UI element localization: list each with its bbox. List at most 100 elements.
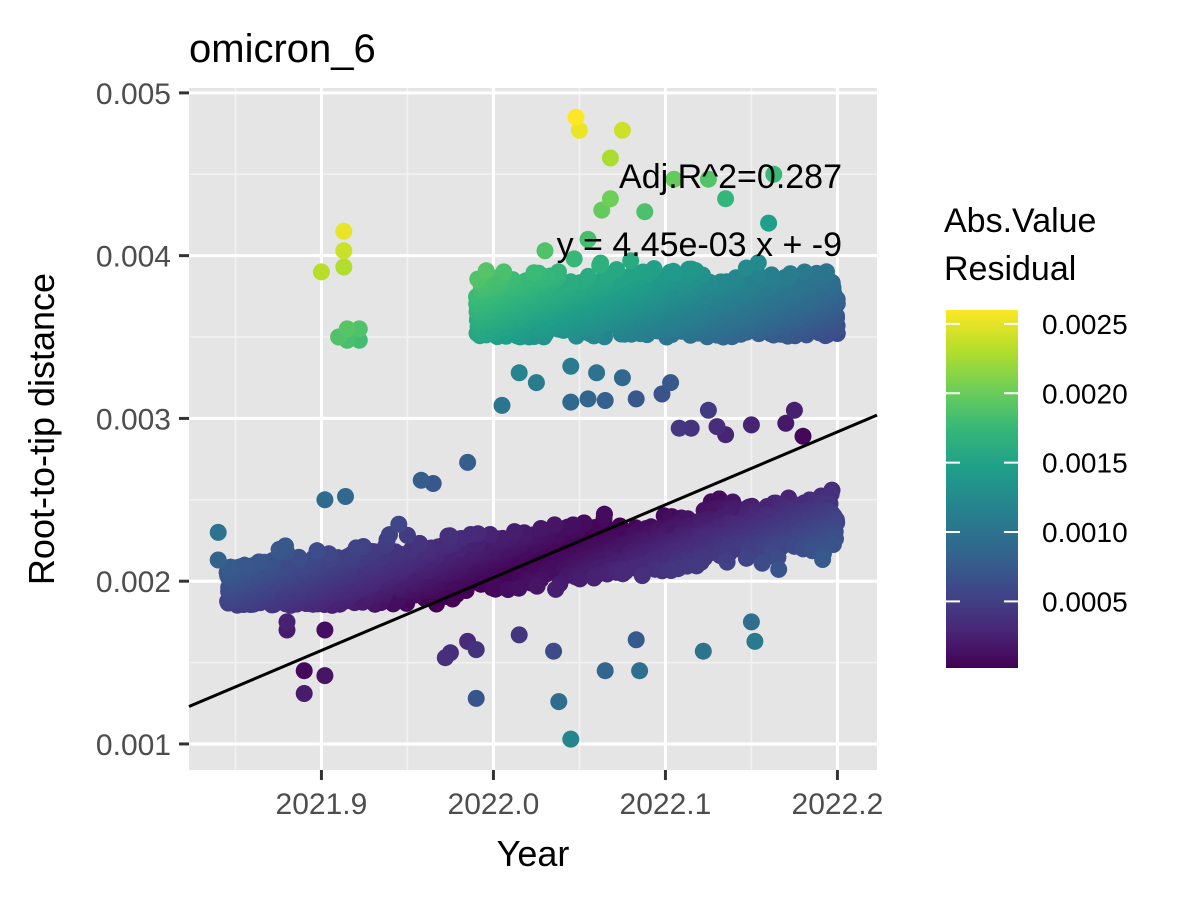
data-point — [562, 357, 580, 375]
data-point — [308, 542, 326, 560]
data-point — [636, 203, 654, 221]
data-point — [708, 418, 726, 436]
data-point — [750, 266, 768, 284]
data-point — [694, 642, 712, 660]
data-point — [565, 250, 583, 268]
data-point — [335, 258, 353, 276]
data-point — [571, 570, 589, 588]
data-point — [493, 396, 511, 414]
data-point — [510, 579, 528, 597]
data-point — [558, 518, 576, 536]
y-tick-label: 0.002 — [96, 566, 171, 599]
data-point — [699, 401, 717, 419]
data-point — [760, 214, 778, 232]
y-tick-label: 0.005 — [96, 78, 171, 111]
data-point — [794, 427, 812, 445]
data-point — [528, 577, 546, 595]
y-tick-label: 0.003 — [96, 403, 171, 436]
data-point — [481, 526, 499, 543]
data-point — [562, 393, 580, 411]
data-point — [486, 580, 504, 598]
data-point — [627, 631, 645, 649]
data-point — [688, 557, 706, 575]
data-point — [595, 505, 613, 523]
data-point — [661, 263, 679, 281]
data-point — [614, 565, 632, 583]
data-point — [753, 554, 771, 572]
x-axis-label: Year — [497, 833, 570, 874]
data-point — [312, 263, 330, 281]
data-point — [209, 523, 227, 541]
data-point — [295, 662, 313, 680]
regression-line — [188, 413, 878, 708]
x-axis: 2021.9 2022.0 2022.1 2022.2 — [276, 770, 884, 821]
data-point — [682, 419, 700, 437]
data-point — [510, 626, 528, 644]
data-point — [347, 539, 365, 557]
data-point — [601, 190, 619, 208]
data-point — [222, 558, 240, 576]
data-point — [525, 264, 543, 282]
data-point — [276, 537, 294, 555]
legend-title-line-1: Abs.Value — [944, 202, 1096, 240]
data-point — [350, 320, 368, 338]
data-point — [467, 641, 485, 659]
legend-tick-label: 0.0015 — [1042, 448, 1128, 479]
legend-tick-label: 0.0010 — [1042, 517, 1128, 548]
y-tick-label: 0.004 — [96, 241, 171, 274]
data-point — [796, 263, 814, 281]
x-tick-label: 2022.2 — [792, 788, 884, 821]
data-point — [567, 108, 585, 126]
data-point — [601, 149, 619, 167]
data-point — [316, 667, 334, 685]
data-point — [596, 392, 614, 409]
y-axis-label: Root-to-tip distance — [21, 273, 62, 585]
legend-tick-label: 0.0020 — [1042, 378, 1128, 409]
annotation-r2: Adj.R^2=0.287 — [619, 158, 842, 196]
data-point — [763, 266, 781, 284]
data-point — [718, 553, 736, 571]
data-point — [579, 230, 597, 248]
data-point — [545, 642, 563, 660]
data-point — [742, 613, 760, 631]
data-point — [814, 551, 832, 568]
data-point — [746, 632, 764, 650]
chart-title: omicron_6 — [189, 27, 376, 71]
data-point — [579, 267, 597, 285]
data-point — [613, 369, 631, 387]
data-point — [781, 265, 799, 283]
data-point — [338, 320, 356, 338]
data-point — [316, 621, 334, 639]
data-point — [680, 260, 698, 278]
data-point — [412, 471, 430, 489]
data-point — [777, 414, 795, 432]
data-point — [588, 364, 606, 382]
data-point — [623, 266, 641, 284]
annotation-equation: y = 4.45e-03 x + -9 — [557, 226, 842, 264]
x-tick-label: 2022.0 — [448, 788, 540, 821]
data-point — [278, 613, 296, 631]
data-point — [335, 222, 353, 240]
legend-tick-label: 0.0005 — [1042, 586, 1128, 617]
legend-tick-label: 0.0025 — [1042, 309, 1128, 340]
data-point — [562, 273, 580, 291]
data-point — [439, 527, 457, 545]
data-point — [459, 453, 477, 471]
data-point — [631, 662, 649, 680]
data-point — [585, 569, 603, 587]
x-tick-label: 2022.1 — [620, 788, 712, 821]
data-point — [335, 242, 353, 260]
legend-ticks: 0.0005 0.0010 0.0015 0.0020 0.0025 — [946, 309, 1128, 617]
data-point — [717, 190, 735, 208]
data-point — [532, 520, 550, 538]
data-point — [477, 262, 495, 280]
legend-title-line-2: Residual — [944, 250, 1076, 288]
data-point — [436, 649, 454, 667]
data-point — [506, 523, 523, 541]
data-point — [596, 662, 614, 680]
data-point — [570, 121, 588, 139]
data-point — [765, 165, 783, 183]
data-point — [785, 401, 803, 419]
data-point — [467, 689, 485, 707]
